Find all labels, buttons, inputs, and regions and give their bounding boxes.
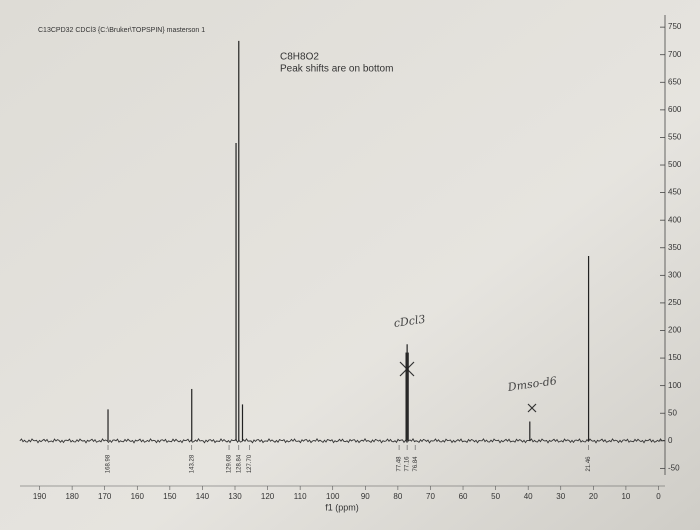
- chart-subtitle: Peak shifts are on bottom: [280, 64, 393, 75]
- y-tick-label: 0: [668, 436, 673, 445]
- chart-title: C8H8O2: [280, 52, 319, 63]
- x-tick-label: 150: [163, 492, 177, 501]
- x-tick-label: 20: [589, 492, 598, 501]
- header: C13CPD32 CDCl3 {C:\Bruker\TOPSPIN} maste…: [38, 27, 205, 34]
- x-tick-label: 120: [261, 492, 275, 501]
- y-tick-label: 700: [668, 50, 682, 59]
- x-tick-label: 190: [33, 492, 47, 501]
- y-tick-label: 300: [668, 270, 682, 279]
- peak-label: 21.46: [586, 456, 592, 472]
- y-tick-label: 350: [668, 243, 682, 252]
- peak-label: 76.84: [413, 456, 419, 472]
- x-tick-label: 180: [65, 492, 79, 501]
- y-tick-label: 500: [668, 160, 682, 169]
- y-tick-label: -50: [668, 463, 680, 472]
- x-tick-label: 50: [491, 492, 500, 501]
- x-tick-label: 110: [294, 492, 307, 501]
- x-tick-label: 70: [426, 492, 435, 501]
- y-tick-label: 550: [668, 133, 682, 142]
- y-tick-label: 50: [668, 408, 677, 417]
- y-tick-label: 450: [668, 188, 682, 197]
- peak-label: 77.48: [397, 456, 403, 472]
- peak-label: 77.16: [405, 456, 411, 472]
- x-tick-label: 140: [196, 492, 210, 501]
- x-tick-label: 0: [656, 492, 661, 501]
- x-tick-label: 30: [556, 492, 565, 501]
- x-tick-label: 80: [393, 492, 402, 501]
- peak-label: 168.98: [106, 454, 112, 473]
- peak-label: 143.28: [189, 454, 195, 473]
- x-tick-label: 160: [131, 492, 145, 501]
- peak-label: 128.84: [236, 454, 242, 473]
- hand-mark: [527, 403, 537, 413]
- y-tick-label: 100: [668, 381, 682, 390]
- y-tick-label: 150: [668, 353, 682, 362]
- y-tick-label: 650: [668, 77, 682, 86]
- y-tick-label: 600: [668, 105, 682, 114]
- annotation: cDcl3: [393, 313, 426, 330]
- y-tick-label: 200: [668, 326, 682, 335]
- x-tick-label: 10: [621, 492, 630, 501]
- x-tick-label: 60: [459, 492, 468, 501]
- x-tick-label: 90: [361, 492, 370, 501]
- x-axis-label: f1 (ppm): [325, 502, 359, 512]
- y-tick-label: 400: [668, 215, 682, 224]
- x-tick-label: 130: [228, 492, 242, 501]
- peak-label: 129.68: [227, 454, 233, 473]
- peak-label: 127.70: [247, 454, 253, 473]
- y-tick-label: 750: [668, 22, 682, 31]
- x-tick-label: 170: [98, 492, 112, 501]
- baseline-noise: [19, 437, 666, 444]
- x-tick-label: 40: [524, 492, 533, 501]
- x-tick-label: 100: [326, 492, 340, 501]
- y-tick-label: 250: [668, 298, 682, 307]
